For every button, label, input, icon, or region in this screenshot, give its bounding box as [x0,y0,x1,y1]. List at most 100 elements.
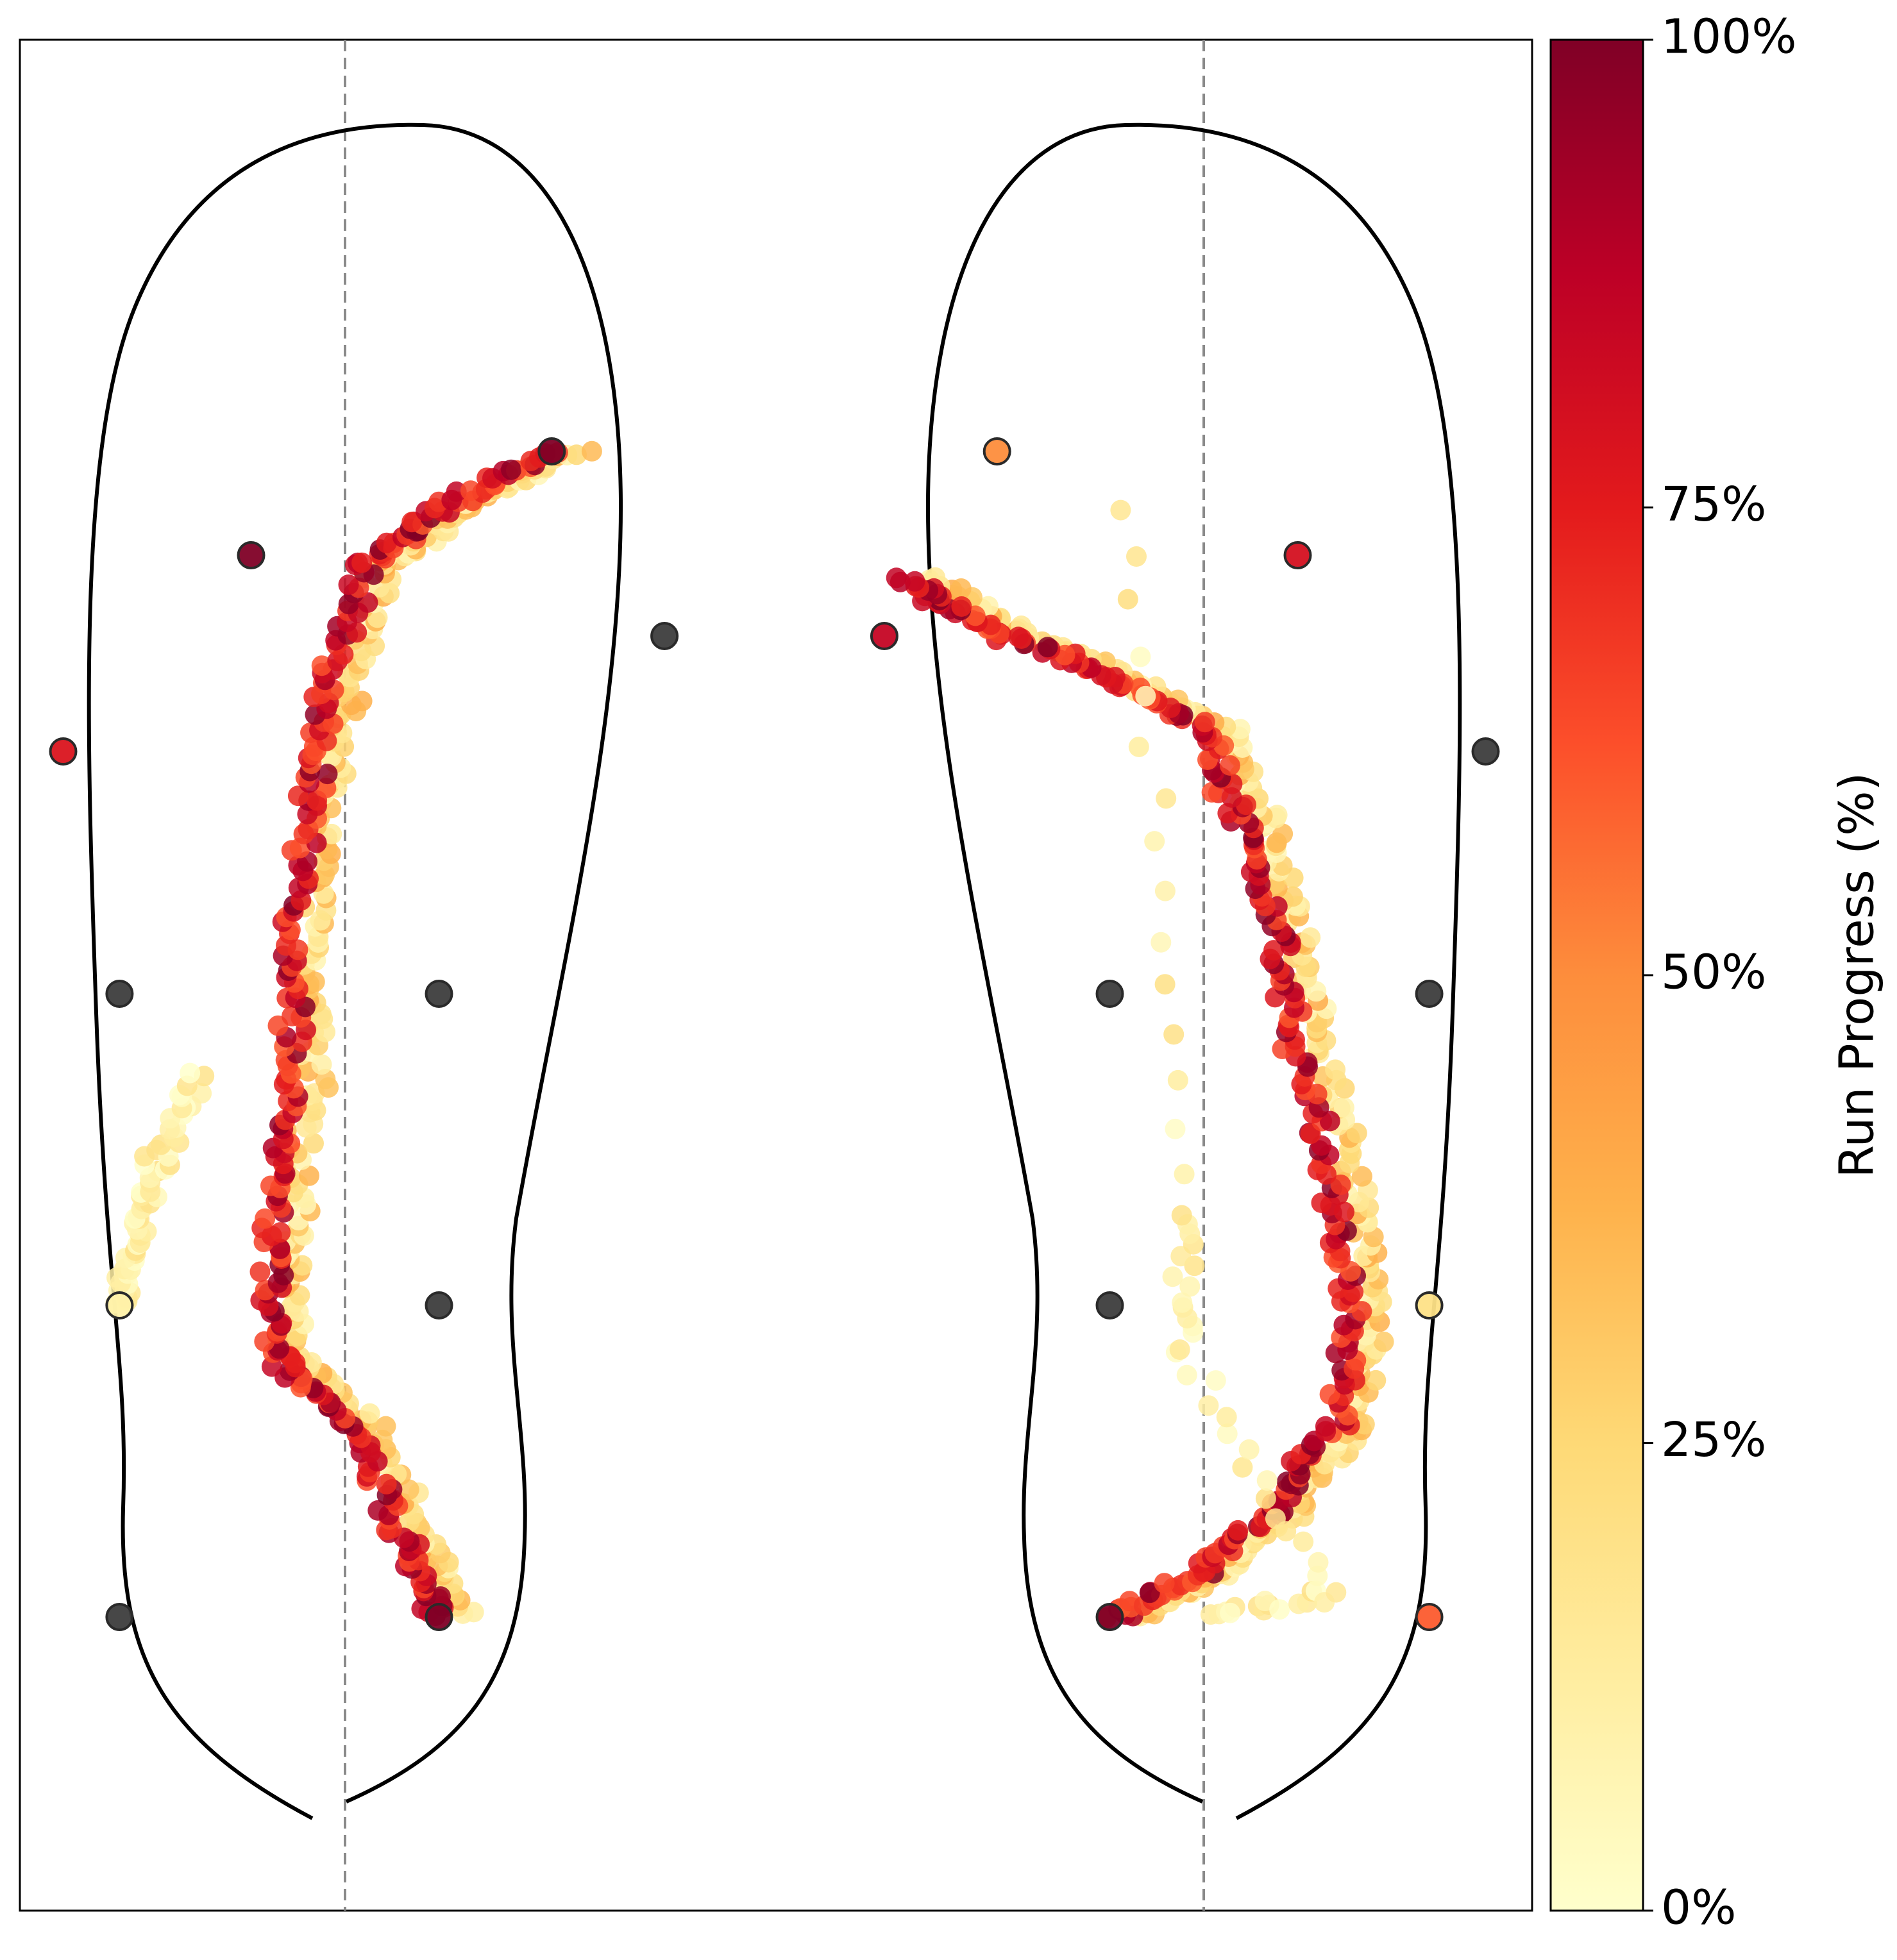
colorbar-tick-label: 0% [1661,1880,1736,1936]
colorbar: 0% 25% 50% 75% 100% Run Progress (%) [1549,10,1885,1936]
sensor-markers-layer [49,437,1500,1631]
trajectory-point [430,1586,451,1607]
trajectory-point [1351,1166,1372,1187]
trajectory-point [460,480,481,501]
sensor-L3 [105,1291,134,1319]
trajectory-point [299,1165,319,1186]
trajectory-point [1117,589,1138,610]
colorbar-tick-label: 50% [1661,945,1766,1000]
trajectory-point [255,1208,276,1229]
trajectory-point [1373,1331,1394,1352]
trajectory-points-layer [105,440,1394,1629]
trajectory-point [1272,823,1294,844]
trajectory-point [1333,1097,1354,1118]
sensor-L5 [105,980,134,1008]
insole-outlines-layer [87,122,1462,1820]
trajectory-point [1172,1292,1193,1313]
trajectory-point [375,1416,396,1437]
sensor-L10 [537,437,566,465]
trajectory-point [1154,974,1176,995]
trajectory-point [1220,1602,1241,1623]
trajectory-point [1346,1123,1367,1144]
trajectory-point [501,459,521,480]
sensor-L1 [105,1603,134,1631]
trajectory-point [1139,1582,1160,1604]
trajectory-point [376,532,397,553]
trajectory-point [359,1403,380,1424]
colorbar-ticks: 0% 25% 50% 75% 100% [1643,10,1797,1936]
trajectory-point [303,1133,324,1154]
colorbar-title: Run Progress (%) [1830,773,1885,1178]
trajectory-point [317,764,338,785]
trajectory-point [1179,1276,1201,1297]
trajectory-point [1256,1470,1277,1491]
trajectory-point [1308,1552,1329,1573]
trajectory-point [904,571,925,592]
trajectory-point [1156,788,1177,809]
insole-outline-left [87,122,623,1820]
trajectory-point [1227,1520,1249,1541]
trajectory-point [1176,1364,1197,1386]
trajectory-point [1154,1573,1175,1594]
trajectory-point [1293,1531,1314,1552]
trajectory-point [1263,940,1285,961]
trajectory-point [249,1261,271,1282]
sensor-R4 [1415,1291,1444,1319]
trajectory-point [1169,1339,1190,1360]
trajectory-point [1154,880,1176,901]
trajectory-point [1288,1593,1309,1614]
sensor-R9 [870,622,898,650]
trajectory-point [951,596,972,617]
trajectory-point [1110,499,1131,521]
trajectory-point [321,823,342,844]
trajectory-point [1365,1369,1387,1391]
trajectory-point [1311,1193,1332,1213]
trajectory-point [1174,1164,1195,1185]
trajectory-point [1163,1024,1185,1045]
trajectory-point [1037,637,1058,658]
trajectory-point [1354,1414,1375,1435]
sensor-R8 [1283,541,1312,569]
trajectory-point [180,1062,201,1084]
sensor-R2 [1415,1603,1444,1631]
sensor-L8 [237,541,266,569]
trajectory-point [1300,927,1321,948]
trajectory-point [1130,646,1151,667]
trajectory-point [1151,932,1172,953]
trajectory-point [1008,626,1029,648]
colorbar-tick-label: 100% [1661,10,1797,65]
trajectory-point [1267,805,1288,826]
trajectory-point [351,552,373,573]
sensor-L6 [425,980,453,1008]
trajectory-point [886,567,907,589]
trajectory-point [1171,1205,1192,1226]
trajectory-point [463,1602,484,1623]
trajectory-point [1198,1395,1219,1416]
sensor-R10 [982,437,1011,465]
trajectory-point [950,578,972,599]
trajectory-point [311,655,332,676]
trajectory-point [1325,1059,1346,1080]
trajectory-point [1144,831,1165,852]
sensor-R5 [1095,980,1124,1008]
trajectory-point [1126,546,1147,567]
centerlines-layer [344,40,1205,1911]
trajectory-point [376,1473,397,1495]
trajectory-point [1128,736,1149,757]
colorbar-tick-label: 75% [1661,477,1766,532]
colorbar-gradient [1549,38,1644,1912]
trajectory-point [1165,1118,1186,1139]
sensor-R7 [1471,737,1500,766]
trajectory-point [1162,1266,1183,1287]
trajectory-point [1255,1488,1276,1509]
trajectory-point [367,1500,389,1521]
trajectory-point [566,444,587,465]
trajectory-point [581,440,602,462]
sensor-L4 [425,1291,453,1319]
sensor-L2 [425,1603,453,1631]
sensor-R6 [1415,980,1444,1008]
trajectory-point [1319,1384,1340,1405]
trajectory-point [1205,1370,1226,1391]
trajectory-point [270,1222,291,1243]
